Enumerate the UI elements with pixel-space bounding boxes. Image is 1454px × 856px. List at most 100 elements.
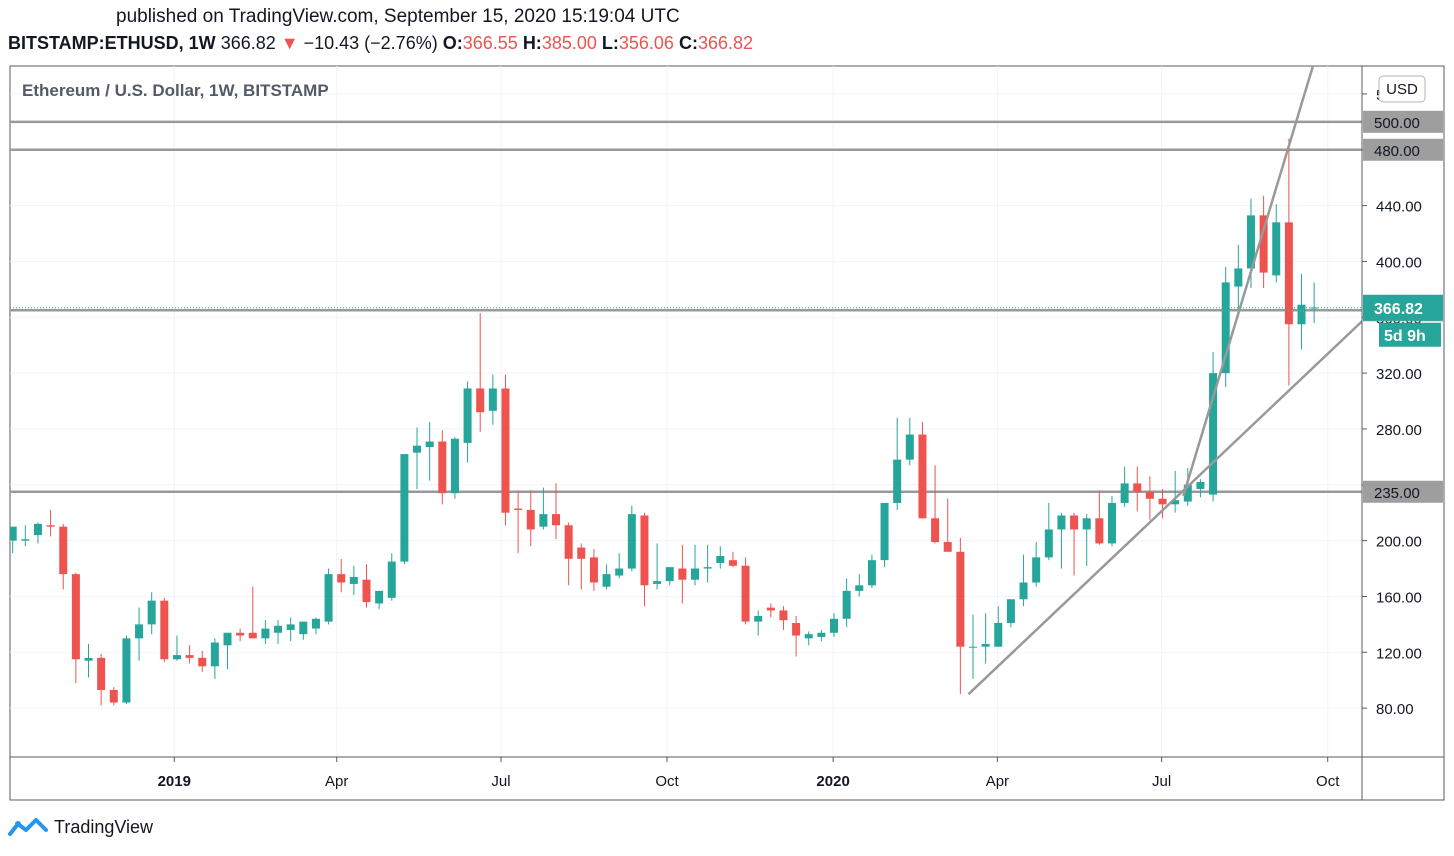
candle-body bbox=[248, 632, 257, 639]
candle-body bbox=[754, 616, 763, 622]
candle-body bbox=[564, 525, 573, 559]
high-value: 385.00 bbox=[541, 33, 597, 53]
currency-button[interactable]: USD bbox=[1378, 75, 1426, 103]
candle-body bbox=[867, 560, 876, 586]
candle-body bbox=[84, 657, 93, 661]
y-tick-label: 320.00 bbox=[1376, 366, 1422, 383]
x-tick-label: Apr bbox=[986, 773, 1009, 790]
currency-button-frame bbox=[1378, 75, 1426, 103]
candle-body bbox=[501, 388, 510, 513]
candle-body bbox=[526, 509, 535, 530]
candle-body bbox=[236, 632, 245, 636]
candle-body bbox=[10, 526, 17, 541]
candle-body bbox=[46, 525, 55, 527]
candle-body bbox=[135, 624, 144, 639]
candle-body bbox=[514, 508, 523, 510]
countdown-badge bbox=[1379, 322, 1441, 347]
plot-area[interactable] bbox=[9, 59, 1370, 706]
x-tick-label: 2020 bbox=[816, 773, 849, 790]
candle-body bbox=[779, 610, 788, 621]
candle-body bbox=[1158, 498, 1167, 505]
price-change: −10.43 (−2.76%) bbox=[303, 33, 438, 53]
candle-body bbox=[691, 568, 700, 580]
y-tick-label: 440.00 bbox=[1376, 199, 1422, 216]
chart-frame bbox=[9, 65, 1445, 801]
candle-body bbox=[59, 526, 68, 575]
y-tick-label: 280.00 bbox=[1376, 422, 1422, 439]
candle-body bbox=[918, 434, 927, 519]
candle-body bbox=[97, 657, 106, 690]
candle-body bbox=[476, 388, 485, 413]
candle-body bbox=[1183, 484, 1192, 502]
candle-body bbox=[703, 567, 712, 569]
candle-body bbox=[665, 567, 674, 582]
candle-body bbox=[210, 642, 219, 667]
x-tick-label: Jul bbox=[491, 773, 510, 790]
symbol-header: BITSTAMP:ETHUSD, 1W 366.82 ▼ −10.43 (−2.… bbox=[8, 33, 753, 54]
x-tick-label: Oct bbox=[1316, 773, 1340, 790]
candle-body bbox=[1120, 483, 1129, 503]
candle-body bbox=[1234, 268, 1243, 287]
candle-body bbox=[122, 638, 131, 703]
candle-body bbox=[1284, 222, 1293, 325]
last-price-badge-label: 366.82 bbox=[1374, 301, 1423, 318]
candle-body bbox=[71, 574, 80, 660]
time-axis: 2019 Apr Jul Oct 2020 Apr Jul Oct bbox=[158, 757, 1340, 790]
candle-body bbox=[905, 434, 914, 460]
candle-body bbox=[400, 454, 409, 562]
trendline bbox=[1182, 66, 1315, 497]
open-value: 366.55 bbox=[462, 33, 518, 53]
candle-body bbox=[387, 561, 396, 598]
last-price: 366.82 bbox=[220, 33, 276, 53]
candles bbox=[10, 138, 1319, 706]
candle-body bbox=[968, 646, 977, 648]
x-tick-label: Jul bbox=[1152, 773, 1171, 790]
candle-body bbox=[1259, 215, 1268, 273]
candle-body bbox=[311, 618, 320, 629]
candle-body bbox=[1297, 304, 1306, 325]
candle-body bbox=[223, 632, 232, 646]
y-tick-label: 120.00 bbox=[1376, 645, 1422, 662]
candle-body bbox=[375, 590, 384, 604]
open-label: O: bbox=[442, 33, 463, 53]
candle-body bbox=[817, 632, 826, 637]
high-label: H: bbox=[522, 33, 542, 53]
tradingview-logo[interactable]: TradingView bbox=[8, 816, 153, 838]
candle-body bbox=[1272, 222, 1281, 276]
currency-label: USD bbox=[1386, 81, 1418, 98]
chart-title: Ethereum / U.S. Dollar, 1W, BITSTAMP bbox=[22, 81, 329, 100]
trendline bbox=[967, 319, 1362, 696]
candle-body bbox=[1057, 515, 1066, 530]
trendlines bbox=[967, 66, 1362, 696]
level-badge bbox=[1363, 138, 1443, 161]
level-badge-label: 235.00 bbox=[1374, 485, 1420, 502]
close-value: 366.82 bbox=[697, 33, 754, 53]
level-badge bbox=[1363, 110, 1443, 133]
candle-body bbox=[198, 657, 207, 667]
candle-body bbox=[261, 628, 270, 639]
candle-body bbox=[678, 568, 687, 580]
candle-body bbox=[463, 388, 472, 443]
candle-body bbox=[172, 655, 181, 660]
candle-body bbox=[299, 621, 308, 635]
candle-body bbox=[653, 581, 662, 584]
candle-body bbox=[1310, 307, 1319, 309]
candle-body bbox=[804, 634, 813, 639]
candle-body bbox=[1019, 582, 1028, 600]
candle-body bbox=[1171, 500, 1180, 505]
candle-body bbox=[931, 518, 940, 543]
symbol-name: BITSTAMP:ETHUSD, 1W bbox=[8, 33, 216, 53]
candle-body bbox=[362, 579, 371, 603]
countdown-label: 5d 9h bbox=[1384, 328, 1426, 345]
close-label: C: bbox=[678, 33, 698, 53]
candle-body bbox=[830, 618, 839, 633]
candle-body bbox=[855, 585, 864, 591]
candle-body bbox=[33, 523, 42, 536]
candle-body bbox=[640, 515, 649, 586]
low-label: L: bbox=[601, 33, 619, 53]
candle-body bbox=[1044, 529, 1053, 558]
candle-body bbox=[413, 445, 422, 453]
candle-body bbox=[792, 622, 801, 636]
low-value: 356.06 bbox=[618, 33, 674, 53]
